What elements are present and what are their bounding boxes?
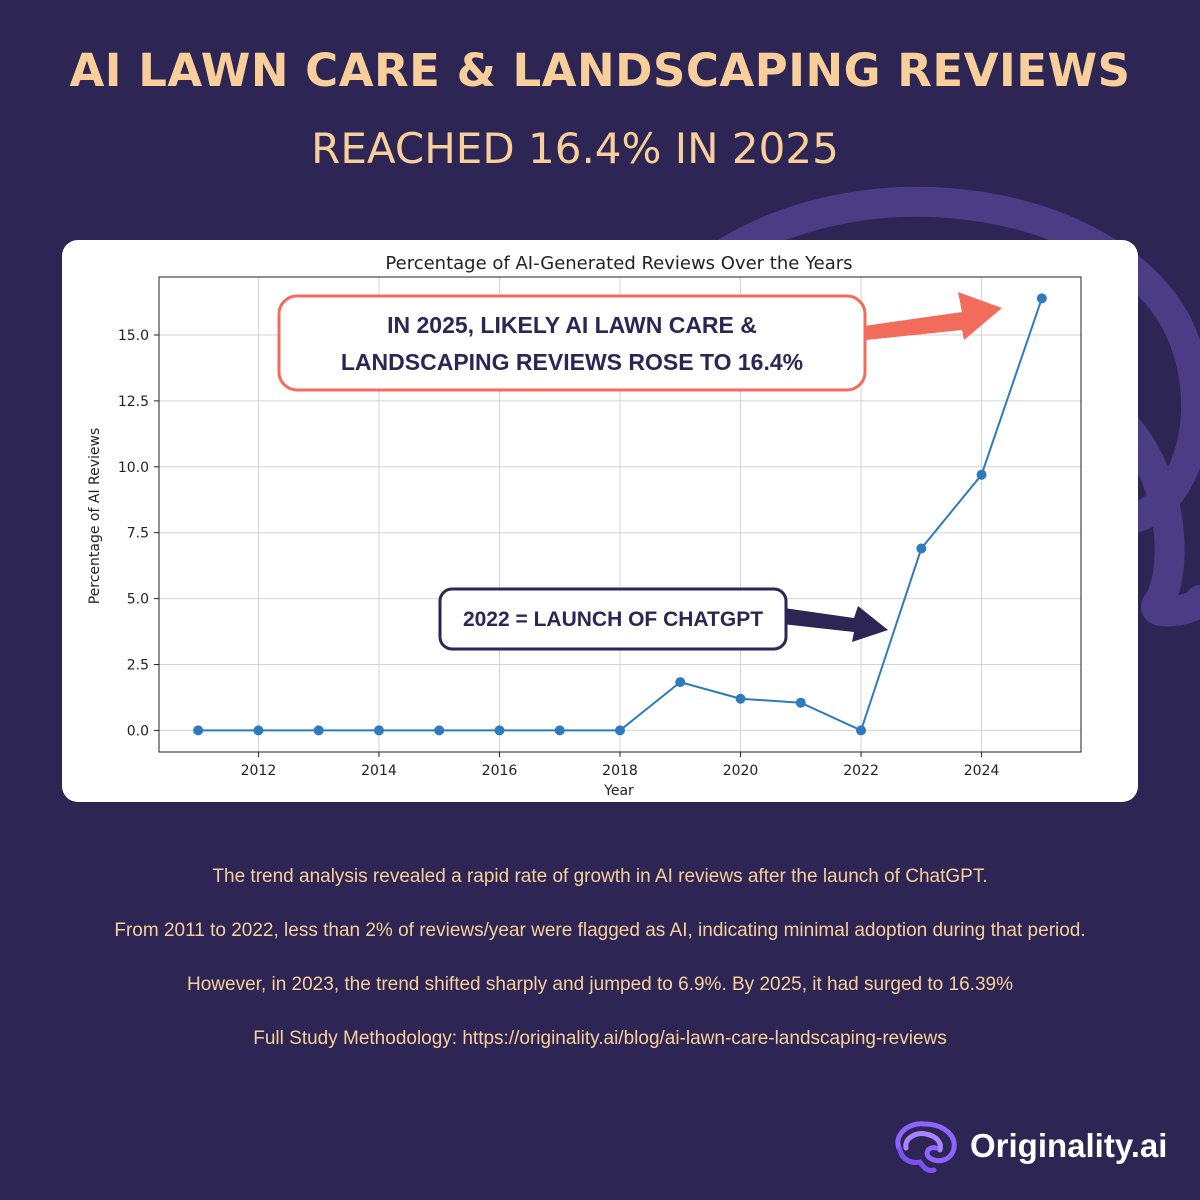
page-title: AI LAWN CARE & LANDSCAPING REVIEWS (69, 44, 1131, 97)
series-line (193, 293, 1047, 736)
chart-card: Percentage of AI-Generated Reviews Over … (62, 240, 1138, 802)
page-subtitle: REACHED 16.4% IN 2025 (311, 124, 839, 173)
data-point (1036, 293, 1047, 304)
top-callout-box (277, 294, 867, 392)
x-tick-label: 2020 (723, 763, 759, 779)
brand-logo[interactable]: Originality.ai (890, 1118, 1167, 1174)
data-point (916, 543, 927, 554)
note-methodology-link[interactable]: Full Study Methodology: https://original… (253, 1028, 947, 1049)
line-chart: Percentage of AI-Generated Reviews Over … (87, 253, 1082, 799)
bottom-callout-arrow (782, 606, 888, 642)
x-tick-label: 2016 (482, 763, 518, 779)
note-summary: The trend analysis revealed a rapid rate… (212, 866, 988, 887)
x-tick-label: 2018 (602, 763, 638, 779)
y-tick-label: 12.5 (118, 394, 149, 410)
note-recent-years: However, in 2023, the trend shifted shar… (187, 974, 1013, 995)
bottom-callout-text: 2022 = LAUNCH OF CHATGPT (463, 608, 763, 631)
y-tick-label: 10.0 (118, 460, 149, 476)
brain-icon (895, 1121, 957, 1173)
x-tick-label: 2024 (964, 763, 1000, 779)
top-callout: IN 2025, LIKELY AI LAWN CARE & LANDSCAPI… (277, 292, 1002, 392)
data-point (675, 677, 686, 688)
data-point (856, 725, 867, 736)
data-point (976, 469, 987, 480)
x-tick-label: 2012 (241, 763, 277, 779)
top-callout-line-1: IN 2025, LIKELY AI LAWN CARE & (387, 312, 757, 338)
chart-title: Percentage of AI-Generated Reviews Over … (385, 253, 852, 274)
data-point (193, 725, 204, 736)
axis-ticks: 2012 2014 2016 2018 2020 2022 2024 0.0 2.5 5.0 7.5… (118, 328, 1000, 779)
y-tick-label: 0.0 (127, 723, 149, 739)
y-tick-label: 5.0 (127, 592, 149, 608)
bottom-callout-box (438, 587, 788, 651)
data-point (373, 725, 384, 736)
y-tick-label: 7.5 (127, 526, 149, 542)
y-tick-label: 2.5 (127, 657, 149, 673)
y-axis-label: Percentage of AI Reviews (87, 428, 103, 605)
data-point (253, 725, 264, 736)
bottom-callout: 2022 = LAUNCH OF CHATGPT (438, 587, 888, 651)
brand-name: Originality.ai (970, 1127, 1168, 1164)
note-early-years: From 2011 to 2022, less than 2% of revie… (114, 920, 1086, 941)
data-point (313, 725, 324, 736)
data-point (795, 697, 806, 708)
x-tick-label: 2014 (361, 763, 397, 779)
data-point (434, 725, 445, 736)
y-tick-label: 15.0 (118, 328, 149, 344)
top-callout-line-2: LANDSCAPING REVIEWS ROSE TO 16.4% (341, 349, 803, 375)
data-point (735, 693, 746, 704)
data-point (494, 725, 505, 736)
data-point (554, 725, 565, 736)
x-tick-label: 2022 (843, 763, 879, 779)
top-callout-arrow (864, 292, 1002, 340)
data-point (615, 725, 625, 736)
x-axis-label: Year (603, 783, 634, 799)
